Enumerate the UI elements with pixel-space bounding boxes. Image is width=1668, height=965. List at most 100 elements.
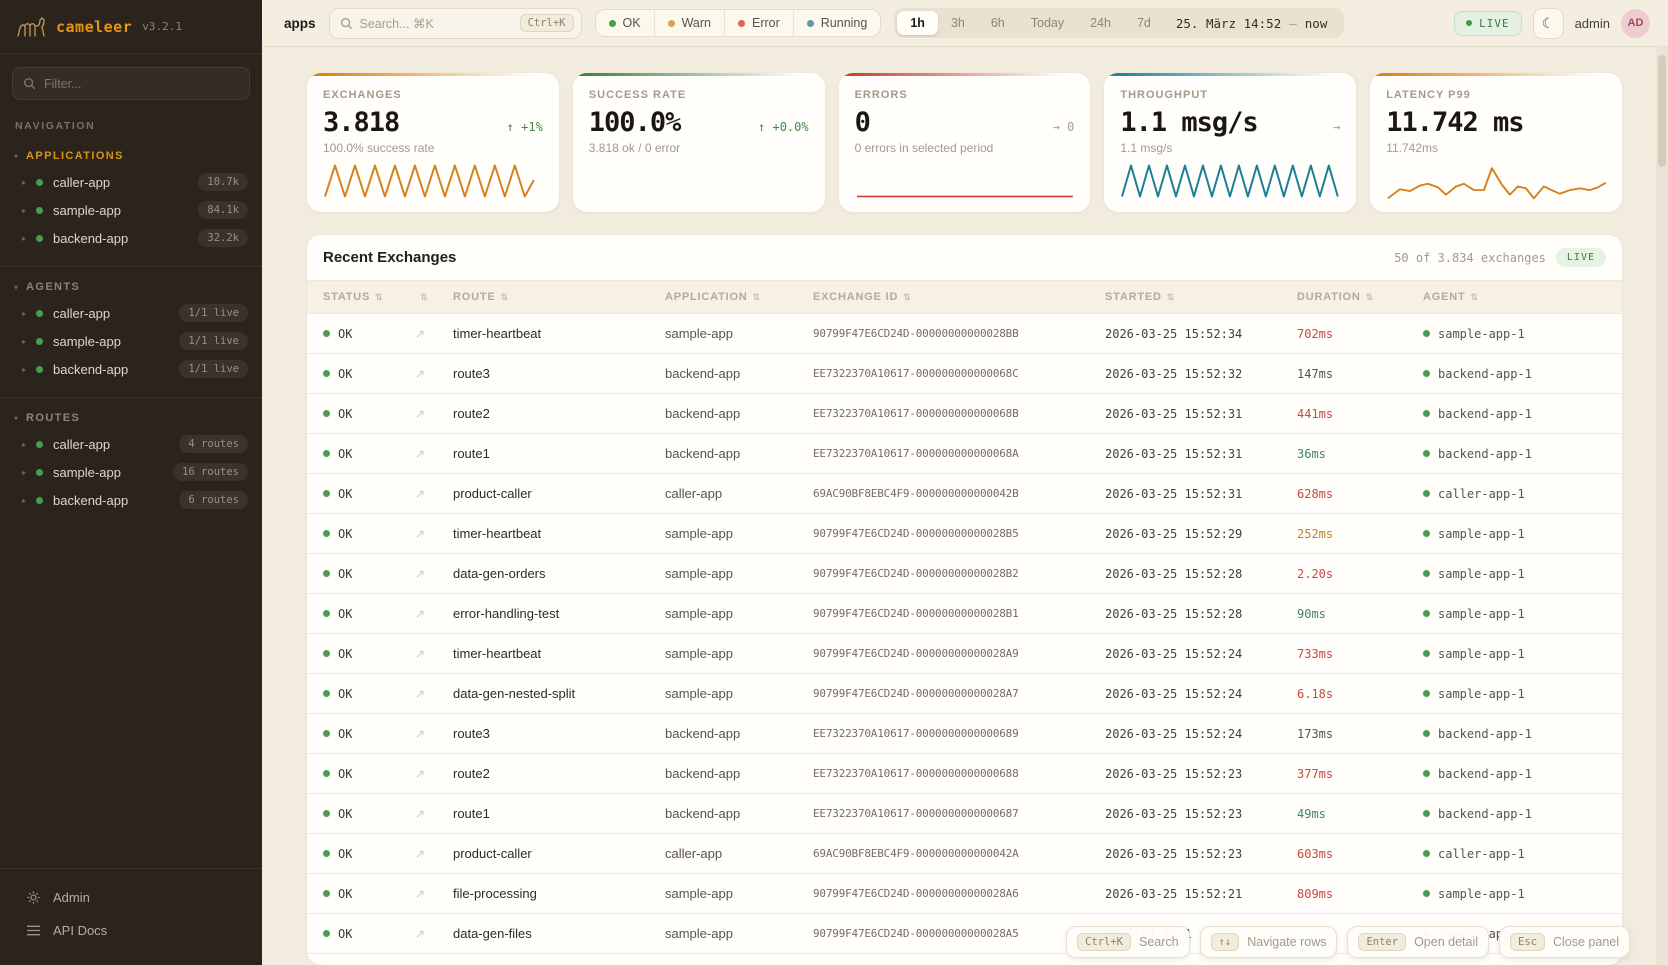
open-exchange-icon[interactable]: ↗ [415, 846, 426, 861]
open-exchange-icon[interactable]: ↗ [415, 766, 426, 781]
table-row[interactable]: OK ↗ route2 backend-app EE7322370A10617-… [307, 754, 1622, 794]
gear-icon [27, 891, 40, 904]
table-row[interactable]: OK ↗ route1 backend-app EE7322370A10617-… [307, 434, 1622, 474]
nav-section-header[interactable]: ▾ ROUTES [0, 408, 262, 430]
open-exchange-icon[interactable]: ↗ [415, 726, 426, 741]
open-exchange-icon[interactable]: ↗ [415, 686, 426, 701]
status-cell: OK [323, 607, 415, 621]
sidebar-item[interactable]: ▸ caller-app 10.7k [0, 168, 262, 196]
stat-card: THROUGHPUT 1.1 msg/s → 1.1 msg/s [1104, 73, 1357, 212]
open-exchange-icon[interactable]: ↗ [415, 526, 426, 541]
table-row[interactable]: OK ↗ route1 backend-app EE7322370A10617-… [307, 794, 1622, 834]
exchange-id-cell: 69AC90BF8EBC4F9-000000000000042A [813, 847, 1019, 860]
live-toggle[interactable]: LIVE [1454, 10, 1522, 36]
nav-section-header[interactable]: ▾ AGENTS [0, 277, 262, 299]
sidebar-item[interactable]: ▸ backend-app 6 routes [0, 486, 262, 514]
open-exchange-icon[interactable]: ↗ [415, 406, 426, 421]
table-row[interactable]: OK ↗ product-caller caller-app 69AC90BF8… [307, 834, 1622, 874]
sidebar-item[interactable]: ▸ caller-app 1/1 live [0, 299, 262, 327]
nav-section-title: ROUTES [26, 412, 81, 424]
ok-dot-icon [323, 570, 330, 577]
sidebar-item[interactable]: ▸ backend-app 1/1 live [0, 355, 262, 383]
sidebar: cameleer v3.2.1 Filter... NAVIGATION ▾ A… [0, 0, 262, 965]
status-filter-button[interactable]: Error [725, 10, 794, 36]
table-column-headers: STATUS ⇅ ⇅ ROUTE ⇅ APPLICATION ⇅ EX [307, 280, 1622, 314]
column-header[interactable]: EXCHANGE ID ⇅ [813, 291, 1105, 303]
sidebar-item-label: backend-app [53, 492, 129, 508]
card-accent-bar [838, 73, 1091, 76]
sidebar-item[interactable]: ▸ sample-app 84.1k [0, 196, 262, 224]
open-exchange-icon[interactable]: ↗ [415, 886, 426, 901]
ok-dot-icon [323, 890, 330, 897]
search-input[interactable]: Search... ⌘K Ctrl+K [328, 7, 582, 39]
stat-card-value: 0 [854, 107, 871, 138]
ok-dot-icon [323, 930, 330, 937]
open-exchange-icon[interactable]: ↗ [415, 646, 426, 661]
time-range-button[interactable]: 24h [1090, 16, 1111, 30]
sidebar-item-admin[interactable]: Admin [0, 881, 262, 914]
table-row[interactable]: OK ↗ route3 backend-app EE7322370A10617-… [307, 354, 1622, 394]
column-header[interactable]: DURATION ⇅ [1297, 291, 1423, 303]
route-cell: route2 [453, 406, 490, 421]
status-text: OK [338, 406, 353, 421]
sidebar-filter-input[interactable]: Filter... [12, 67, 250, 100]
open-exchange-icon[interactable]: ↗ [415, 326, 426, 341]
table-row[interactable]: OK ↗ timer-heartbeat sample-app 90799F47… [307, 634, 1622, 674]
open-exchange-icon[interactable]: ↗ [415, 806, 426, 821]
column-header[interactable]: ⇅ [415, 292, 453, 303]
sidebar-item-label: sample-app [53, 333, 121, 349]
table-row[interactable]: OK ↗ product-caller caller-app 69AC90BF8… [307, 474, 1622, 514]
sidebar-item[interactable]: ▸ backend-app 32.2k [0, 224, 262, 252]
column-header[interactable]: STATUS ⇅ [323, 291, 415, 303]
open-exchange-icon[interactable]: ↗ [415, 566, 426, 581]
chevron-right-icon: ▸ [22, 467, 27, 477]
ok-dot-icon [323, 730, 330, 737]
table-row[interactable]: OK ↗ route3 backend-app EE7322370A10617-… [307, 714, 1622, 754]
table-row[interactable]: OK ↗ error-handling-test sample-app 9079… [307, 594, 1622, 634]
duration-cell: 6.18s [1297, 686, 1334, 701]
time-range-button[interactable]: 6h [990, 16, 1005, 30]
open-exchange-icon[interactable]: ↗ [415, 606, 426, 621]
open-exchange-icon[interactable]: ↗ [415, 486, 426, 501]
status-filter-button[interactable]: OK [596, 10, 655, 36]
sidebar-item[interactable]: ▸ sample-app 1/1 live [0, 327, 262, 355]
column-header[interactable]: ROUTE ⇅ [453, 291, 665, 303]
sidebar-item[interactable]: ▸ caller-app 4 routes [0, 430, 262, 458]
time-range-button[interactable]: 1h [897, 11, 938, 35]
theme-toggle-button[interactable]: ☾ [1532, 7, 1564, 39]
column-label: AGENT [1423, 291, 1466, 303]
time-range-button[interactable]: 7d [1136, 16, 1151, 30]
column-header[interactable]: APPLICATION ⇅ [665, 291, 813, 303]
status-cell: OK [323, 887, 415, 901]
table-row[interactable]: OK ↗ timer-heartbeat sample-app 90799F47… [307, 514, 1622, 554]
sidebar-item[interactable]: ▸ sample-app 16 routes [0, 458, 262, 486]
time-range-button[interactable]: Today [1030, 16, 1065, 30]
ok-dot-icon [323, 490, 330, 497]
exchange-id-cell: 90799F47E6CD24D-00000000000028B2 [813, 567, 1019, 580]
nav-section-header[interactable]: ▾ APPLICATIONS [0, 146, 262, 168]
table-row[interactable]: OK ↗ file-processing sample-app 90799F47… [307, 874, 1622, 914]
sidebar-item-api-docs[interactable]: API Docs [0, 914, 262, 947]
open-exchange-icon[interactable]: ↗ [415, 366, 426, 381]
stat-card-delta: ↑ +1% [506, 120, 543, 134]
vertical-scrollbar[interactable] [1656, 47, 1668, 965]
table-row[interactable]: OK ↗ route2 backend-app EE7322370A10617-… [307, 394, 1622, 434]
open-exchange-icon[interactable]: ↗ [415, 926, 426, 941]
admin-label: Admin [53, 890, 90, 905]
status-filter-button[interactable]: Warn [655, 10, 725, 36]
table-row[interactable]: OK ↗ timer-heartbeat sample-app 90799F47… [307, 314, 1622, 354]
time-range-button[interactable]: 3h [950, 16, 965, 30]
duration-cell: 733ms [1297, 646, 1334, 661]
app-logo-text: cameleer [56, 17, 133, 36]
table-row[interactable]: OK ↗ data-gen-orders sample-app 90799F47… [307, 554, 1622, 594]
avatar[interactable]: AD [1621, 8, 1650, 38]
status-filter-button[interactable]: Running [794, 10, 881, 36]
column-header[interactable]: STARTED ⇅ [1105, 291, 1297, 303]
table-row[interactable]: OK ↗ data-gen-nested-split sample-app 90… [307, 674, 1622, 714]
open-exchange-icon[interactable]: ↗ [415, 446, 426, 461]
agent-cell: caller-app-1 [1423, 487, 1606, 501]
exchange-id-cell: 90799F47E6CD24D-00000000000028A9 [813, 647, 1019, 660]
column-header[interactable]: AGENT ⇅ [1423, 291, 1606, 303]
date-range-display[interactable]: 25. März 14:52 — now [1164, 16, 1341, 31]
scrollbar-thumb[interactable] [1658, 55, 1666, 167]
